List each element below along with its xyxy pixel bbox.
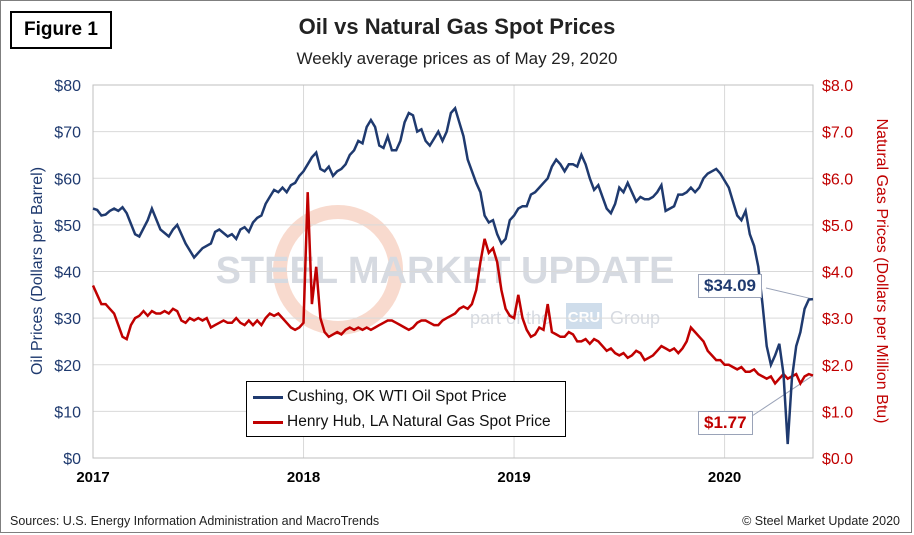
right-tick-label: $1.0 — [822, 404, 853, 421]
left-tick-label: $0 — [63, 451, 81, 468]
legend-label-oil: Cushing, OK WTI Oil Spot Price — [287, 388, 507, 405]
legend-swatch-gas — [253, 420, 283, 424]
left-tick-label: $80 — [54, 78, 81, 95]
right-tick-label: $7.0 — [822, 125, 853, 142]
right-tick-label: $6.0 — [822, 171, 853, 188]
watermark: STEEL MARKET UPDATE part of the CRU Grou… — [216, 205, 674, 335]
right-tick-label: $2.0 — [822, 358, 853, 375]
legend-item-oil: Cushing, OK WTI Oil Spot Price — [253, 385, 507, 409]
footer-sources: Sources: U.S. Energy Information Adminis… — [10, 514, 380, 528]
gas-callout-leader — [751, 375, 814, 417]
right-tick-label: $8.0 — [822, 78, 853, 95]
left-tick-label: $10 — [54, 404, 81, 421]
x-tick-label: 2017 — [76, 469, 109, 486]
gas-callout: $1.77 — [698, 411, 753, 435]
legend: Cushing, OK WTI Oil Spot Price Henry Hub… — [246, 381, 566, 437]
left-tick-label: $50 — [54, 218, 81, 235]
legend-swatch-oil — [253, 395, 283, 399]
series-line-oil — [92, 105, 814, 445]
left-tick-label: $20 — [54, 358, 81, 375]
oil-callout-leader — [765, 287, 814, 300]
left-tick-label: $60 — [54, 171, 81, 188]
right-axis-ticks: $0.0 $1.0 $2.0 $3.0 $4.0 $5.0 $6.0 $7.0 $8.0 — [822, 78, 853, 468]
x-tick-label: 2019 — [497, 469, 530, 486]
x-axis-ticks: 2017 2018 2019 2020 — [76, 469, 741, 486]
watermark-cru: CRU — [568, 309, 601, 326]
watermark-circle — [273, 205, 403, 335]
series-line-gas — [91, 192, 814, 387]
left-tick-label: $30 — [54, 311, 81, 328]
chart-title: Oil vs Natural Gas Spot Prices — [298, 14, 616, 39]
right-tick-label: $4.0 — [822, 265, 853, 282]
oil-callout: $34.09 — [698, 274, 762, 298]
x-tick-label: 2018 — [287, 469, 320, 486]
plot-area — [92, 84, 814, 459]
left-axis-title: Oil Prices (Dollars per Barrel) — [29, 167, 46, 375]
left-tick-label: $40 — [54, 265, 81, 282]
figure-label: Figure 1 — [10, 11, 112, 49]
left-tick-label: $70 — [54, 125, 81, 142]
right-tick-label: $0.0 — [822, 451, 853, 468]
right-axis-title: Natural Gas Prices (Dollars per Million … — [873, 119, 890, 424]
x-tick-label: 2020 — [708, 469, 741, 486]
left-axis-ticks: $0 $10 $20 $30 $40 $50 $60 $70 $80 — [54, 78, 81, 468]
footer-copyright: © Steel Market Update 2020 — [742, 514, 900, 528]
legend-item-gas: Henry Hub, LA Natural Gas Spot Price — [253, 410, 551, 434]
legend-label-gas: Henry Hub, LA Natural Gas Spot Price — [287, 413, 551, 430]
right-tick-label: $5.0 — [822, 218, 853, 235]
watermark-cru-badge — [566, 303, 602, 329]
chart-subtitle: Weekly average prices as of May 29, 2020 — [296, 49, 618, 68]
right-tick-label: $3.0 — [822, 311, 853, 328]
